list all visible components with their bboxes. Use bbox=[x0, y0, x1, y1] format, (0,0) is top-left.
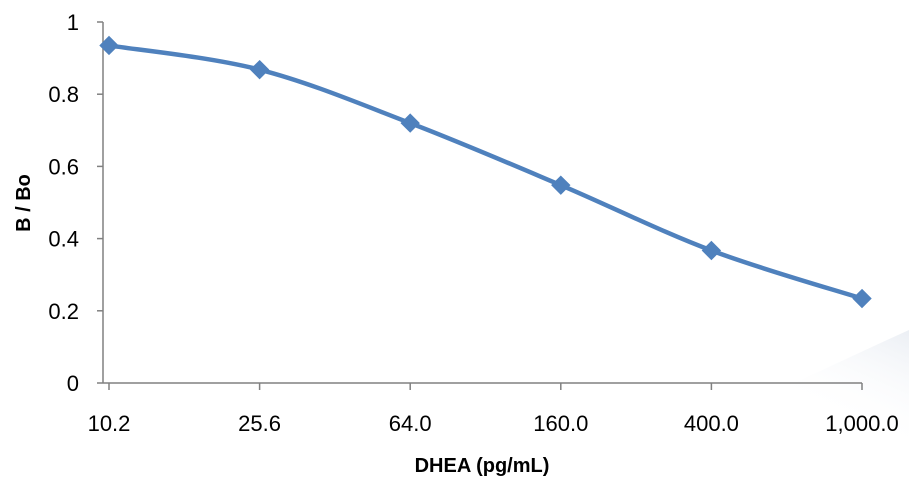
y-tick-label: 0.8 bbox=[48, 82, 79, 107]
y-tick-label: 0.2 bbox=[48, 299, 79, 324]
y-axis-title: B / Bo bbox=[13, 174, 35, 232]
series-line bbox=[106, 43, 865, 301]
data-point-marker bbox=[701, 240, 722, 261]
y-tick-label: 0.6 bbox=[48, 154, 79, 179]
axes-group: 0 0.2 0.4 0.6 0.8 1 10.2 25.6 64.0 160.0 400.0 1,0… bbox=[48, 10, 898, 436]
series-markers bbox=[99, 35, 872, 309]
data-point-marker bbox=[551, 175, 571, 195]
y-tick-label: 1 bbox=[67, 10, 79, 35]
y-tick-label: 0.4 bbox=[48, 227, 79, 252]
data-point-marker bbox=[99, 35, 119, 56]
x-tick-label: 1,000.0 bbox=[825, 411, 898, 436]
background-sheen bbox=[560, 330, 909, 483]
y-tick-group: 0 0.2 0.4 0.6 0.8 1 bbox=[48, 10, 103, 396]
data-point-marker bbox=[249, 59, 270, 80]
y-tick-label: 0 bbox=[67, 371, 79, 396]
x-tick-group: 10.2 25.6 64.0 160.0 400.0 1,000.0 bbox=[88, 383, 899, 436]
x-tick-label: 10.2 bbox=[88, 411, 131, 436]
data-point-marker bbox=[400, 113, 420, 133]
x-tick-label: 400.0 bbox=[684, 411, 739, 436]
x-tick-label: 64.0 bbox=[389, 411, 432, 436]
data-point-marker bbox=[852, 288, 872, 309]
x-axis-title: DHEA (pg/mL) bbox=[415, 455, 550, 477]
x-tick-label: 25.6 bbox=[238, 411, 281, 436]
x-tick-label: 160.0 bbox=[533, 411, 588, 436]
